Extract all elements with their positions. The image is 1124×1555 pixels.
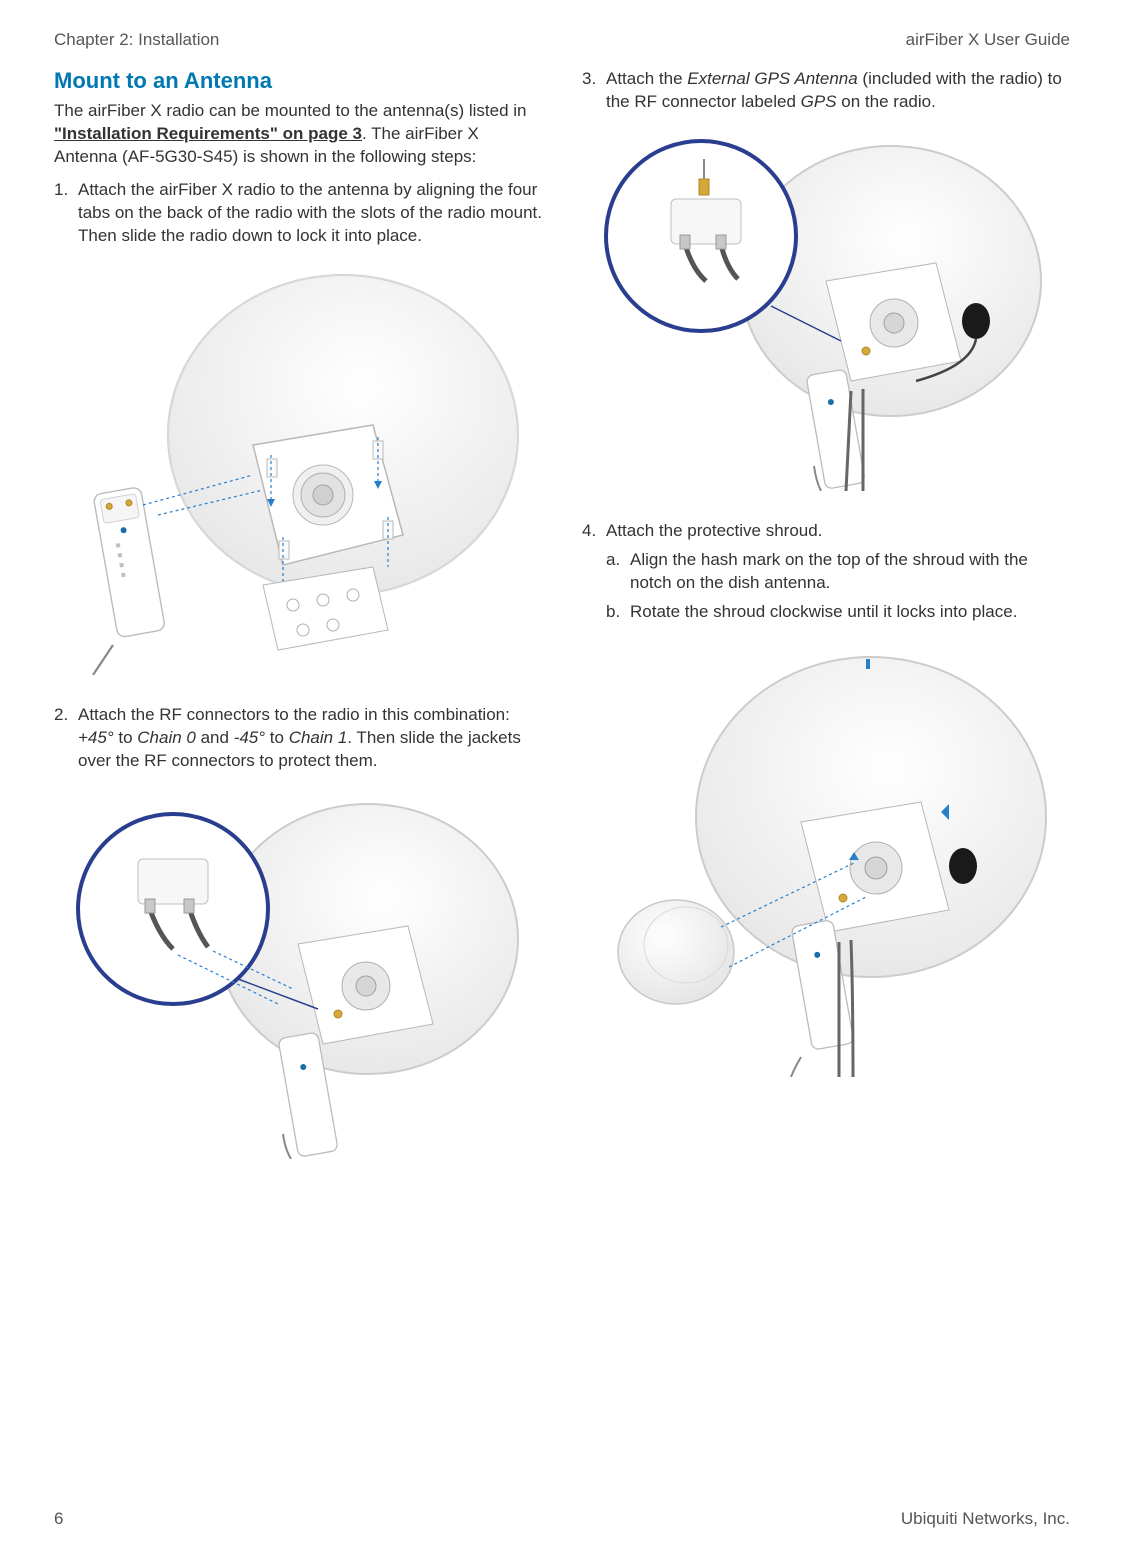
- step-4-text: Attach the protective shroud.: [606, 521, 822, 540]
- installation-requirements-link[interactable]: "Installation Requirements" on page 3: [54, 124, 362, 143]
- figure-step-2: [54, 784, 542, 1164]
- step-2-prefix: Attach the RF connectors to the radio in…: [78, 705, 510, 724]
- left-column: Mount to an Antenna The airFiber X radio…: [54, 68, 542, 1188]
- step-3-text: Attach the External GPS Antenna (include…: [606, 68, 1070, 114]
- page-number: 6: [54, 1509, 63, 1529]
- step-2-text: Attach the RF connectors to the radio in…: [78, 704, 542, 773]
- step-4b-letter: b.: [606, 601, 630, 624]
- step-4: 4. Attach the protective shroud. a. Alig…: [582, 520, 1070, 630]
- step-3-external-gps: External GPS Antenna: [687, 69, 857, 88]
- header-guide-title: airFiber X User Guide: [906, 30, 1070, 50]
- step-3: 3. Attach the External GPS Antenna (incl…: [582, 68, 1070, 114]
- right-column: 3. Attach the External GPS Antenna (incl…: [582, 68, 1070, 1188]
- step-4a: a. Align the hash mark on the top of the…: [606, 549, 1070, 595]
- step-2-angle1: +45°: [78, 728, 114, 747]
- intro-paragraph: The airFiber X radio can be mounted to t…: [54, 100, 542, 169]
- figure-step-3: [582, 126, 1070, 496]
- step-3-suffix: on the radio.: [837, 92, 936, 111]
- figure-step-1: [54, 260, 542, 680]
- step-2: 2. Attach the RF connectors to the radio…: [54, 704, 542, 773]
- intro-text-prefix: The airFiber X radio can be mounted to t…: [54, 101, 527, 120]
- step-2-mid1: to: [114, 728, 138, 747]
- step-4-number: 4.: [582, 520, 606, 630]
- step-2-mid3: to: [265, 728, 289, 747]
- step-3-gps-label: GPS: [801, 92, 837, 111]
- step-4a-text: Align the hash mark on the top of the sh…: [630, 549, 1070, 595]
- section-heading: Mount to an Antenna: [54, 68, 542, 94]
- step-1: 1. Attach the airFiber X radio to the an…: [54, 179, 542, 248]
- step-4b: b. Rotate the shroud clockwise until it …: [606, 601, 1070, 624]
- shroud-illustration: [591, 647, 1061, 1077]
- gps-antenna-illustration: [591, 131, 1061, 491]
- antenna-mount-illustration: [63, 265, 533, 675]
- footer-company: Ubiquiti Networks, Inc.: [901, 1509, 1070, 1529]
- rf-connector-illustration: [63, 789, 533, 1159]
- step-2-angle2: -45°: [234, 728, 265, 747]
- step-3-number: 3.: [582, 68, 606, 114]
- figure-step-4: [582, 642, 1070, 1082]
- step-2-chain1: Chain 1: [289, 728, 348, 747]
- header-chapter: Chapter 2: Installation: [54, 30, 219, 50]
- step-2-mid2: and: [196, 728, 234, 747]
- step-4b-text: Rotate the shroud clockwise until it loc…: [630, 601, 1070, 624]
- step-1-number: 1.: [54, 179, 78, 248]
- step-1-text: Attach the airFiber X radio to the anten…: [78, 179, 542, 248]
- step-3-prefix: Attach the: [606, 69, 687, 88]
- step-2-number: 2.: [54, 704, 78, 773]
- step-4a-letter: a.: [606, 549, 630, 595]
- step-2-chain0: Chain 0: [137, 728, 196, 747]
